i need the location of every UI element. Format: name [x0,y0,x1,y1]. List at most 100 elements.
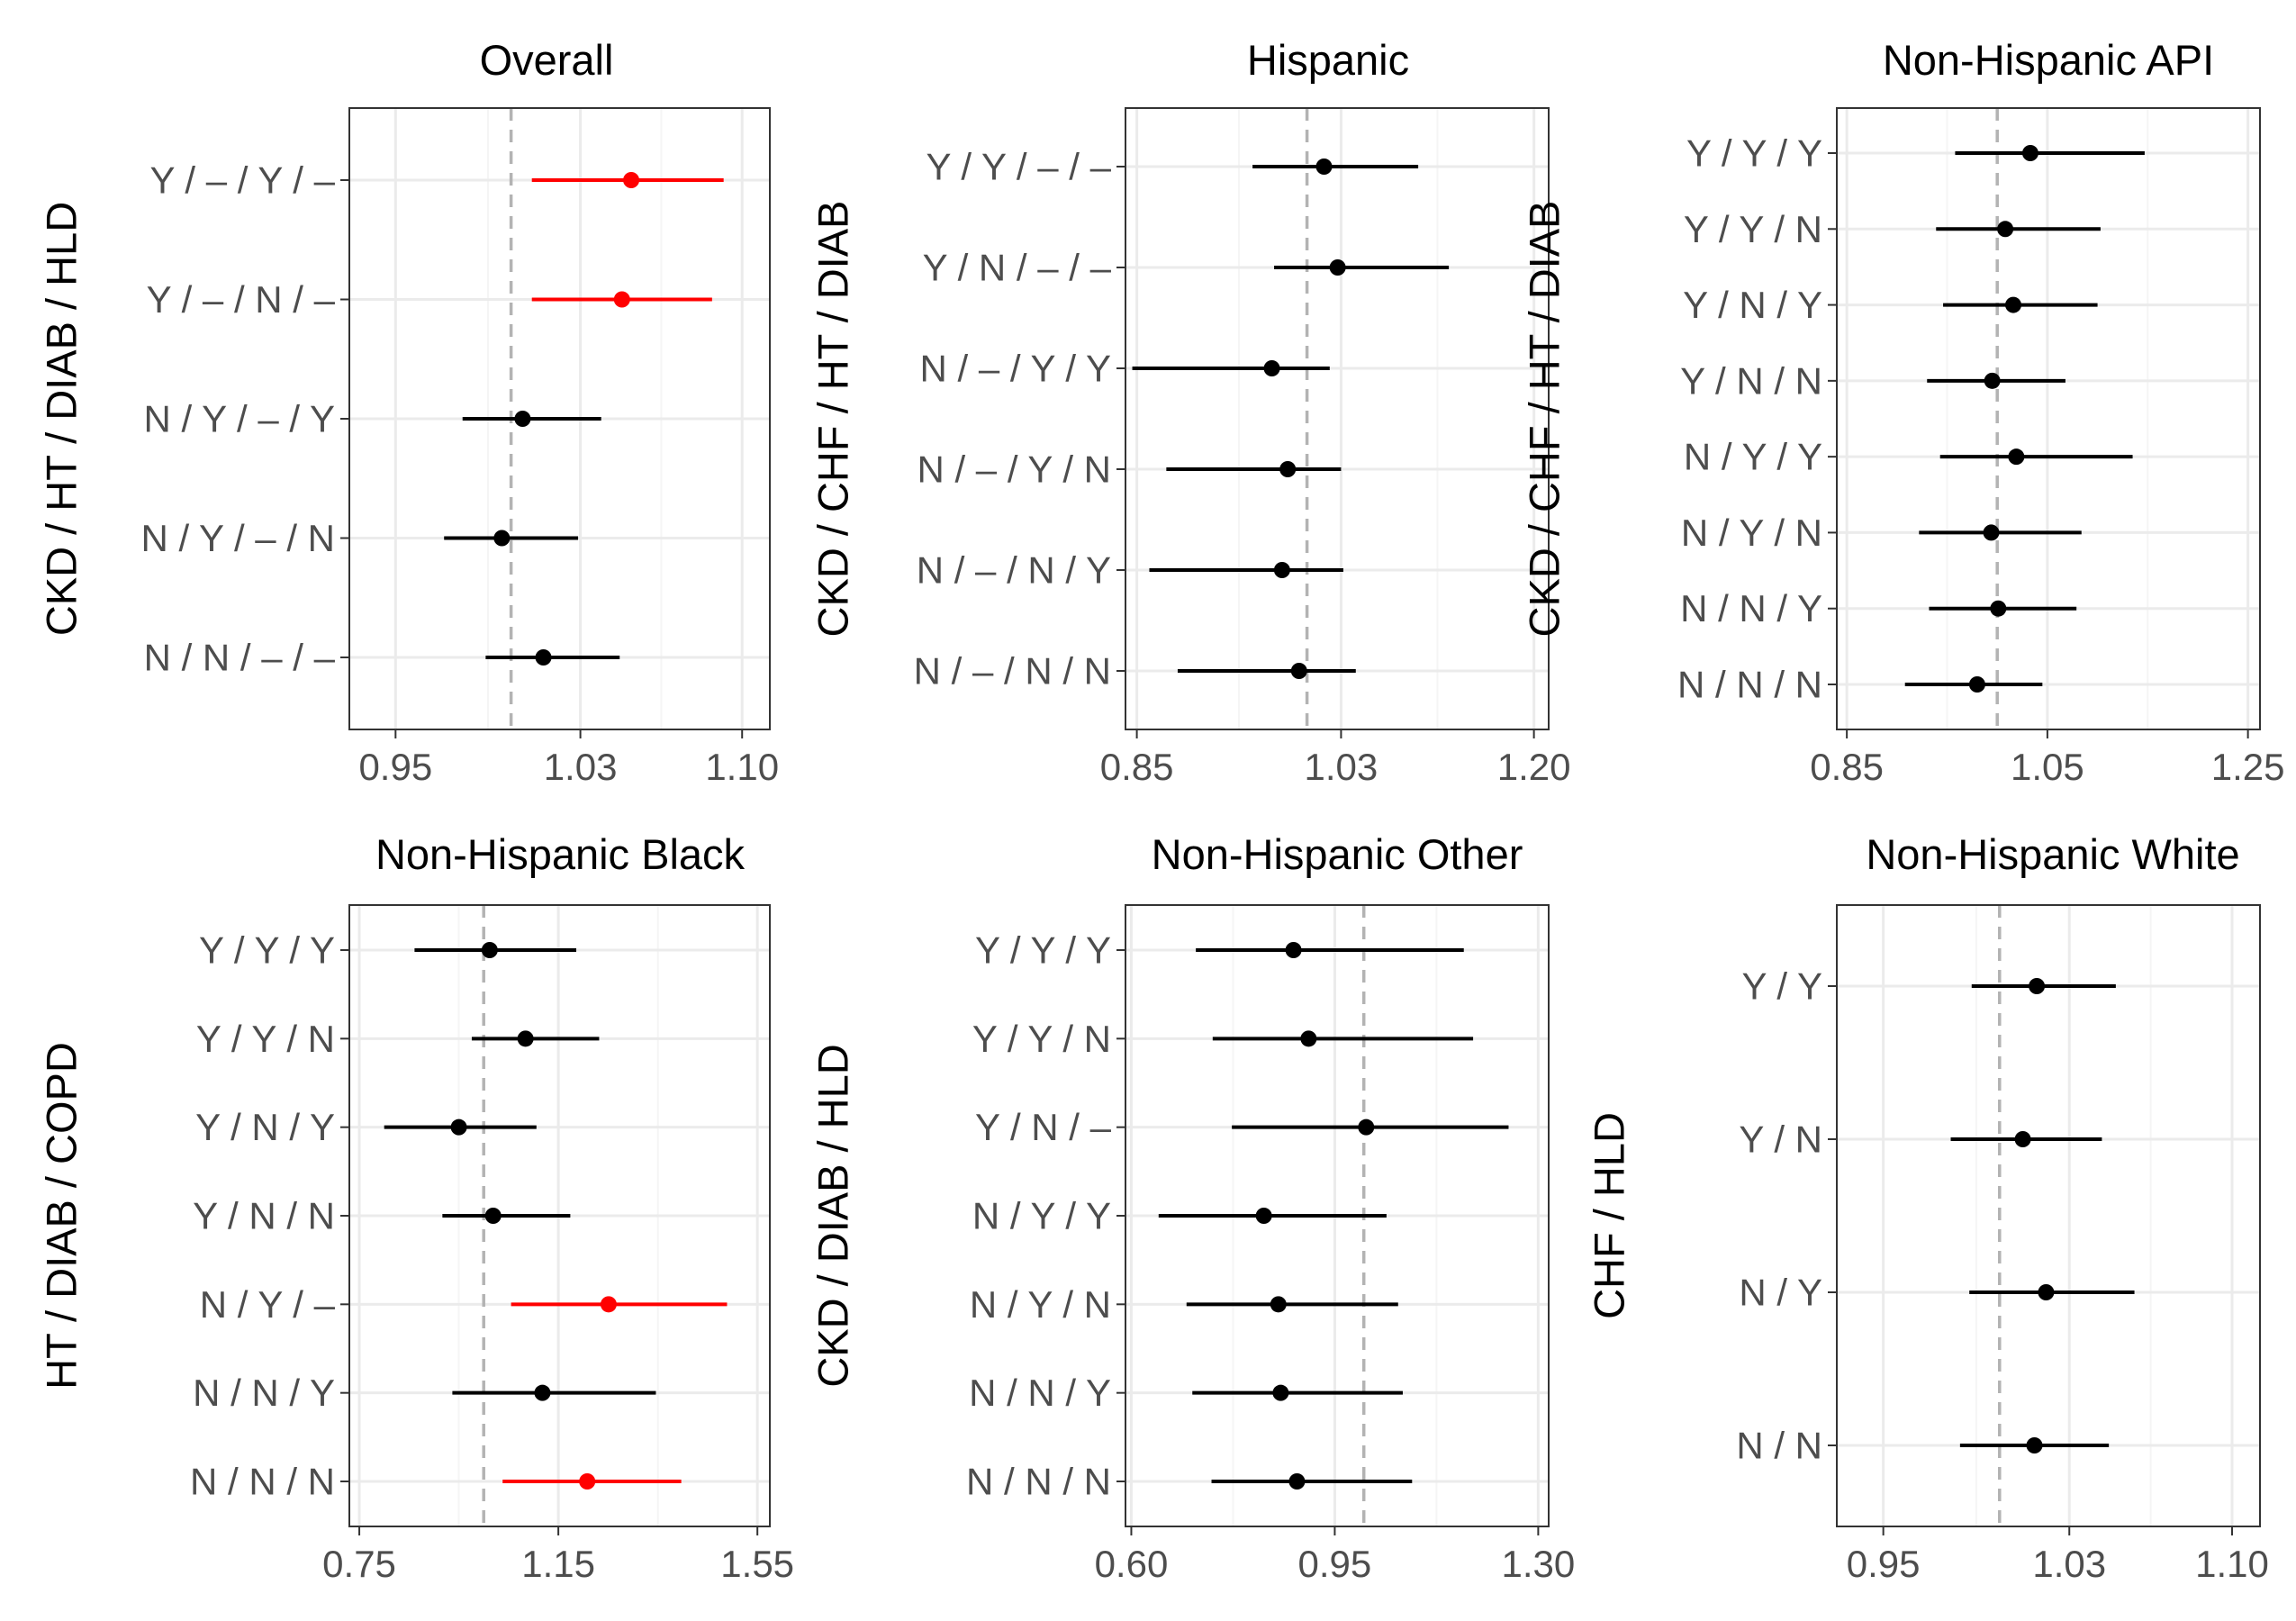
y-tick-label: Y / Y / Y [1686,132,1822,175]
point-estimate [1300,1030,1317,1047]
point-estimate [2038,1284,2055,1300]
y-tick-label: N / – / N / N [914,650,1111,693]
y-tick-label: N / N / N [190,1461,335,1503]
y-tick-label: Y / Y / – / – [927,146,1112,188]
y-tick-label: Y / Y / Y [199,929,335,972]
point-estimate [1358,1118,1375,1136]
x-tick-label: 1.03 [1305,746,1379,788]
point-estimate [1279,461,1297,477]
point-estimate [535,649,552,666]
y-axis-label: CHF / HLD [1586,1112,1633,1319]
point-estimate [484,1208,502,1224]
y-axis-label: CKD / CHF / HT / DIAB [1521,201,1568,638]
panel-title: Overall [480,36,614,84]
y-tick-label: N / – / Y / Y [920,348,1111,390]
y-tick-label: Y / N / Y [195,1106,335,1148]
y-axis-label: CKD / CHF / HT / DIAB [809,201,857,638]
y-axis-label: CKD / HT / DIAB / HLD [38,202,86,636]
panel-0: Y / – / Y / – Y / – / N / – N / Y / – / Y N… [38,36,780,788]
y-tick-label: Y / Y / N [1684,208,1822,250]
point-estimate [1285,942,1302,958]
y-tick-label: Y / Y / Y [975,929,1111,972]
point-estimate [600,1296,617,1313]
point-estimate [1290,663,1307,679]
panel-border [1836,107,2261,730]
y-tick-label: Y / Y / N [196,1018,335,1060]
point-estimate [493,530,511,547]
point-estimate [1983,524,2000,541]
x-tick-label: 1.55 [720,1543,794,1585]
y-tick-label: N / Y / – [200,1283,336,1326]
x-tick-label: 1.05 [2011,746,2084,788]
point-estimate [2026,1437,2043,1453]
panel-title: Hispanic [1247,36,1409,84]
y-tick-label: N / Y [1739,1272,1822,1314]
x-tick-label: 0.95 [1847,1543,1921,1585]
point-estimate [1984,372,2001,389]
y-tick-label: Y / N / – [975,1106,1112,1148]
point-estimate [1263,360,1280,376]
x-tick-label: 0.95 [358,746,432,788]
point-estimate [1270,1296,1287,1313]
point-estimate [1990,600,2007,617]
x-tick-label: 0.60 [1095,1543,1169,1585]
point-estimate [2029,978,2046,994]
y-tick-label: N / N / N [1677,664,1822,706]
y-tick-label: Y / – / N / – [147,278,336,321]
y-tick-label: Y / N [1739,1118,1822,1161]
panel-background [1125,108,1549,729]
panel-3: Y / Y / Y Y / Y / N Y / N / Y Y / N / N N / … [38,830,795,1585]
panel-title: Non-Hispanic Other [1152,830,1523,878]
panel-title: Non-Hispanic API [1883,36,2214,84]
point-estimate [450,1118,467,1136]
y-axis-label: CKD / DIAB / HLD [809,1044,857,1387]
y-tick-label: N / – / N / Y [917,549,1111,592]
x-tick-label: 0.85 [1100,746,1174,788]
panel-background [1837,905,2260,1526]
y-tick-label: N / Y / – / Y [144,398,335,440]
y-tick-label: N / Y / Y [972,1195,1111,1237]
y-tick-label: N / N [1736,1425,1822,1467]
y-tick-label: Y / Y [1741,965,1822,1008]
y-tick-label: N / N / Y [1680,587,1822,629]
x-tick-label: 0.85 [1810,746,1884,788]
x-tick-label: 1.15 [521,1543,595,1585]
point-estimate [1255,1208,1272,1224]
point-estimate [2014,1131,2031,1147]
panel-border [1125,107,1550,730]
y-tick-label: Y / N / N [1680,359,1822,402]
x-tick-label: 1.30 [1502,1543,1576,1585]
point-estimate [1997,221,2014,238]
point-estimate [579,1473,596,1490]
x-tick-label: 1.25 [2211,746,2285,788]
point-estimate [1272,1384,1289,1401]
y-axis-label: HT / DIAB / COPD [38,1042,86,1390]
y-tick-label: N / N / Y [969,1372,1111,1414]
point-estimate [2005,296,2022,313]
point-estimate [2021,145,2038,161]
y-tick-label: Y / N / N [193,1195,335,1237]
point-estimate [534,1384,551,1401]
x-tick-label: 0.75 [322,1543,396,1585]
y-tick-label: N / Y / N [1681,512,1822,554]
point-estimate [1329,259,1346,276]
point-estimate [613,291,630,308]
point-estimate [2008,448,2025,466]
point-estimate [1288,1473,1306,1490]
y-tick-label: N / Y / Y [1684,436,1822,478]
y-tick-label: Y / Y / N [972,1018,1111,1060]
y-tick-label: N / N / Y [193,1372,335,1414]
y-tick-label: N / N / N [966,1461,1111,1503]
x-tick-label: 1.03 [544,746,618,788]
panel-4: Y / Y / Y Y / Y / N Y / N / – N / Y / Y N / … [809,830,1576,1585]
point-estimate [514,411,531,427]
point-estimate [1315,158,1333,175]
x-tick-label: 1.20 [1497,746,1571,788]
panel-1: Y / Y / – / – Y / N / – / – N / – / Y / Y N… [809,36,1571,788]
y-tick-label: N / N / – / – [144,637,336,679]
y-tick-label: N / Y / – / N [140,517,335,559]
panel-2: Y / Y / Y Y / Y / N Y / N / Y Y / N / N N / … [1521,36,2285,788]
x-tick-label: 1.03 [2032,1543,2106,1585]
panel-title: Non-Hispanic White [1866,830,2239,878]
